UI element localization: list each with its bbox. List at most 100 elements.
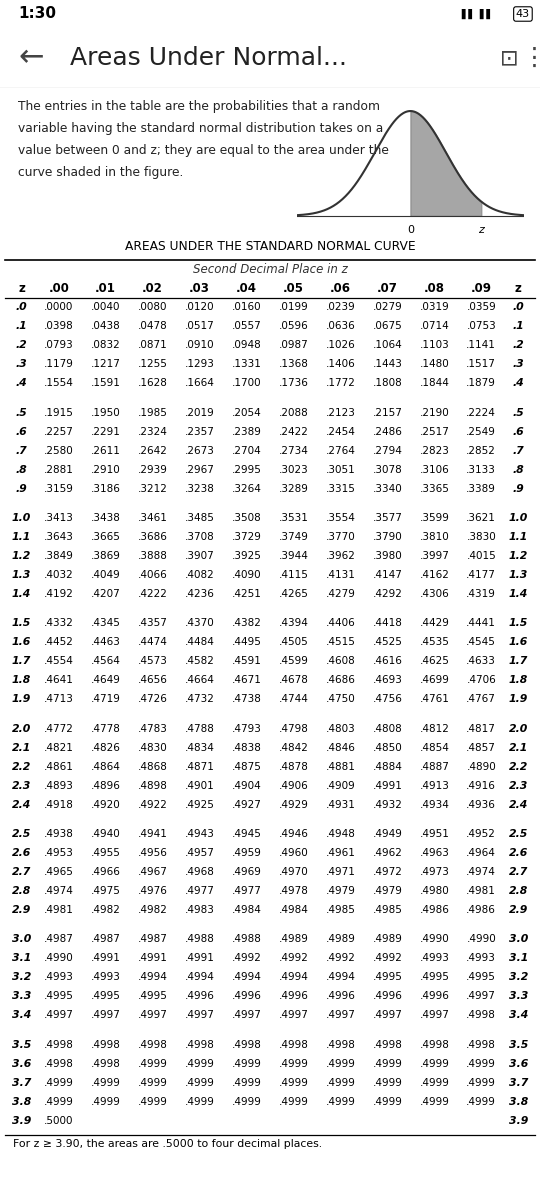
Text: .4656: .4656 <box>138 676 167 685</box>
Text: .2939: .2939 <box>138 464 167 475</box>
Text: .4904: .4904 <box>232 781 261 791</box>
Text: ⊡: ⊡ <box>500 48 518 68</box>
Text: .4974: .4974 <box>44 886 73 896</box>
Text: .4999: .4999 <box>232 1078 261 1087</box>
Text: .4756: .4756 <box>373 695 402 704</box>
Text: .2967: .2967 <box>185 464 214 475</box>
Text: .3238: .3238 <box>185 484 214 493</box>
Text: .4032: .4032 <box>44 570 73 580</box>
Text: .1443: .1443 <box>373 360 402 370</box>
Text: .5000: .5000 <box>44 1116 73 1126</box>
Text: .01: .01 <box>95 282 116 295</box>
Text: .4131: .4131 <box>326 570 355 580</box>
Text: 1.8: 1.8 <box>12 676 31 685</box>
Text: .4726: .4726 <box>138 695 167 704</box>
Text: .1736: .1736 <box>279 378 308 389</box>
Text: .0080: .0080 <box>138 302 167 312</box>
Text: .0948: .0948 <box>232 341 261 350</box>
Text: .0199: .0199 <box>279 302 308 312</box>
Text: .2190: .2190 <box>420 408 449 418</box>
Text: 1.1: 1.1 <box>12 532 31 542</box>
Text: ←: ← <box>18 43 44 72</box>
Text: .4834: .4834 <box>185 743 214 752</box>
Text: .4463: .4463 <box>91 637 120 647</box>
Text: .4441: .4441 <box>467 618 496 629</box>
Text: .8: .8 <box>16 464 28 475</box>
Text: .2517: .2517 <box>420 427 449 437</box>
Text: .4934: .4934 <box>420 799 449 810</box>
Text: .4932: .4932 <box>373 799 402 810</box>
Text: .3289: .3289 <box>279 484 308 493</box>
Text: .5: .5 <box>16 408 28 418</box>
Text: .4906: .4906 <box>279 781 308 791</box>
Text: .0636: .0636 <box>326 322 355 331</box>
Text: .4949: .4949 <box>373 829 402 839</box>
Text: .4997: .4997 <box>185 1010 214 1020</box>
Text: .0596: .0596 <box>279 322 308 331</box>
Text: .4979: .4979 <box>326 886 355 896</box>
Text: .4998: .4998 <box>138 1039 167 1050</box>
Text: .4995: .4995 <box>467 972 496 983</box>
Text: .3438: .3438 <box>91 514 120 523</box>
Text: .3186: .3186 <box>91 484 120 493</box>
Text: .4812: .4812 <box>420 724 449 733</box>
Text: .4616: .4616 <box>373 656 402 666</box>
Text: .4846: .4846 <box>326 743 355 752</box>
Text: .4993: .4993 <box>91 972 120 983</box>
Text: Areas Under Normal...: Areas Under Normal... <box>70 46 347 70</box>
Text: .4968: .4968 <box>185 866 214 877</box>
Text: .4993: .4993 <box>467 953 496 964</box>
Text: 2.0: 2.0 <box>12 724 31 733</box>
Text: .4999: .4999 <box>420 1058 449 1068</box>
Text: .4192: .4192 <box>44 589 73 599</box>
Text: .5: .5 <box>512 408 524 418</box>
Text: .2486: .2486 <box>373 427 402 437</box>
Text: .3770: .3770 <box>326 532 355 542</box>
Text: .4989: .4989 <box>373 935 402 944</box>
Text: .4955: .4955 <box>91 848 120 858</box>
Text: .4382: .4382 <box>232 618 261 629</box>
Text: .4738: .4738 <box>232 695 261 704</box>
Text: .4999: .4999 <box>373 1078 402 1087</box>
Text: .4943: .4943 <box>185 829 214 839</box>
Text: .4965: .4965 <box>44 866 73 877</box>
Text: .4962: .4962 <box>373 848 402 858</box>
Text: .4960: .4960 <box>279 848 308 858</box>
Text: .4999: .4999 <box>185 1097 214 1106</box>
Text: .4997: .4997 <box>91 1010 120 1020</box>
Text: .4982: .4982 <box>138 905 167 914</box>
Text: .4998: .4998 <box>91 1058 120 1068</box>
Text: .4988: .4988 <box>185 935 214 944</box>
Text: .4994: .4994 <box>326 972 355 983</box>
Text: 3.4: 3.4 <box>12 1010 31 1020</box>
Text: .4985: .4985 <box>373 905 402 914</box>
Text: 1.8: 1.8 <box>509 676 528 685</box>
Text: 3.6: 3.6 <box>12 1058 31 1068</box>
Text: .3925: .3925 <box>232 551 261 562</box>
Text: .3810: .3810 <box>420 532 449 542</box>
Text: .1026: .1026 <box>326 341 355 350</box>
Text: .2881: .2881 <box>44 464 73 475</box>
Text: .8: .8 <box>512 464 524 475</box>
Text: .4909: .4909 <box>326 781 355 791</box>
Text: .2995: .2995 <box>232 464 261 475</box>
Text: .2: .2 <box>512 341 524 350</box>
Text: .4357: .4357 <box>138 618 167 629</box>
Text: .3023: .3023 <box>279 464 308 475</box>
Text: .3962: .3962 <box>326 551 355 562</box>
Text: .4649: .4649 <box>91 676 120 685</box>
Text: .4898: .4898 <box>138 781 167 791</box>
Text: .4750: .4750 <box>326 695 355 704</box>
Text: .3159: .3159 <box>44 484 73 493</box>
Text: 2.8: 2.8 <box>12 886 31 896</box>
Text: .3708: .3708 <box>185 532 214 542</box>
Text: .1772: .1772 <box>326 378 355 389</box>
Text: Second Decimal Place in z: Second Decimal Place in z <box>193 263 347 276</box>
Text: .4996: .4996 <box>326 991 355 1001</box>
Text: .4767: .4767 <box>467 695 496 704</box>
Text: .1915: .1915 <box>44 408 73 418</box>
Text: .4625: .4625 <box>420 656 449 666</box>
Text: .4985: .4985 <box>326 905 355 914</box>
Text: 43: 43 <box>516 8 530 19</box>
Text: .1591: .1591 <box>91 378 120 389</box>
